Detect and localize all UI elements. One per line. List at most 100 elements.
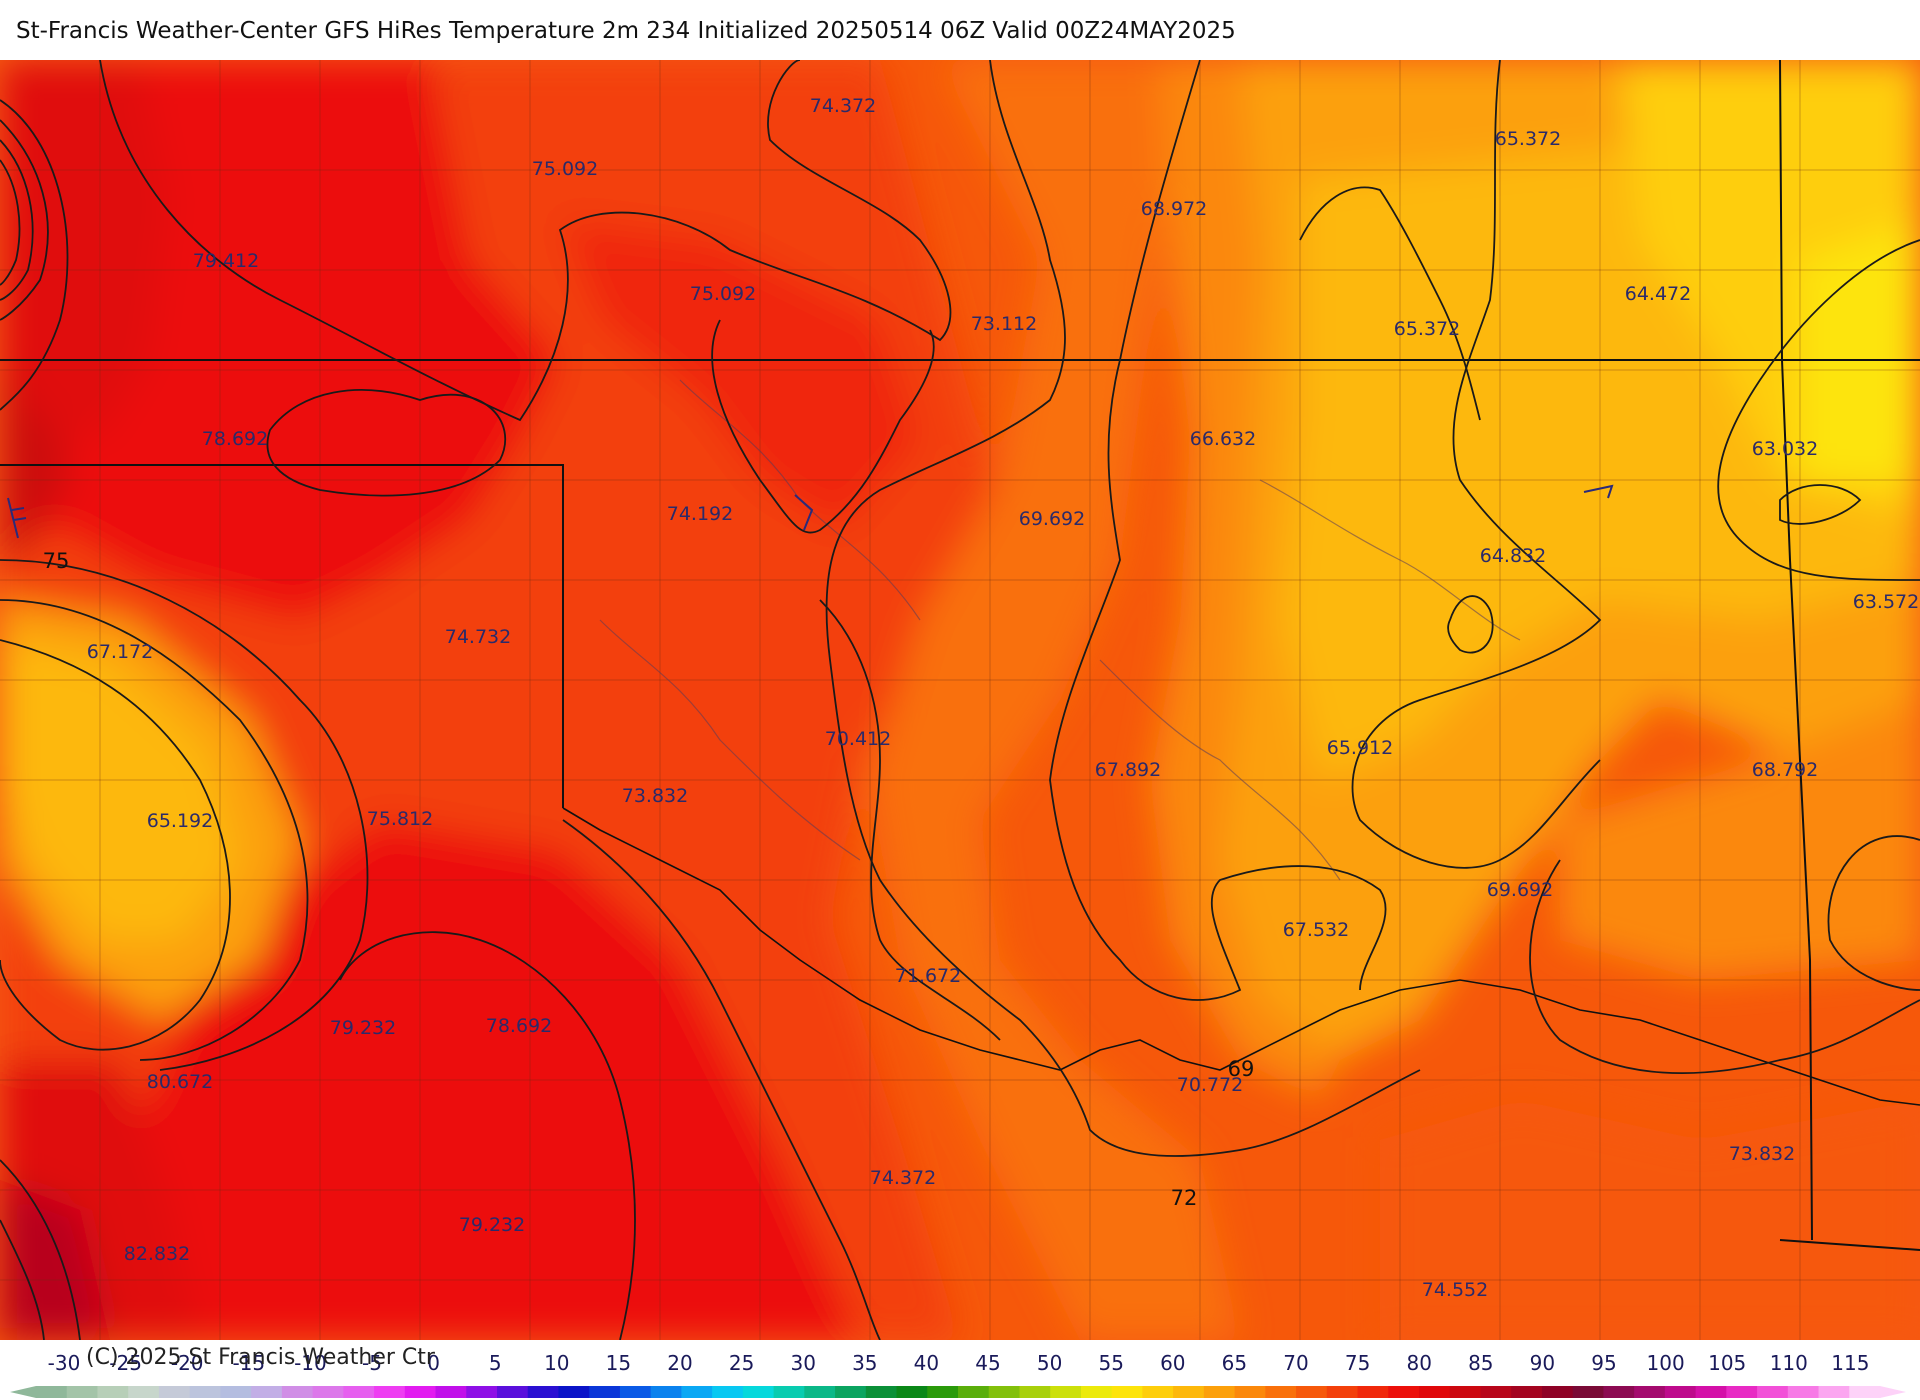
isotherm-small-loop: [1447, 595, 1494, 654]
temp-value-label: 73.832: [1729, 1143, 1795, 1165]
isotherm-66: [1351, 60, 1602, 869]
temp-value-label: 64.832: [1480, 545, 1546, 567]
isotherm-south-1: [562, 819, 881, 1340]
isotherm-nw-tight-4: [0, 99, 69, 411]
legend-swatch: [1296, 1386, 1328, 1398]
legend-swatch: [497, 1386, 529, 1398]
legend-swatch: [988, 1386, 1021, 1398]
temp-zone-bright-red-north: [560, 220, 920, 530]
isotherm-ne-2: [1779, 484, 1862, 525]
legend-tick-label: 115: [1831, 1351, 1869, 1375]
legend-tick-label: 10: [544, 1351, 569, 1375]
legend-swatch: [1603, 1386, 1635, 1398]
title-bar: St-Francis Weather-Center GFS HiRes Temp…: [0, 0, 1920, 60]
isotherm-value-label: 72: [1171, 1186, 1198, 1210]
temp-zone-orange: [870, 60, 1240, 1340]
temp-zone-far-west-hottest: [0, 1180, 110, 1340]
legend-swatch: [773, 1386, 805, 1398]
legend-swatch: [1080, 1386, 1113, 1398]
isotherm-central-south: [819, 599, 1001, 1041]
legend-swatch: [1111, 1386, 1143, 1398]
map-title: St-Francis Weather-Center GFS HiRes Temp…: [16, 18, 1236, 44]
isotherms: [0, 60, 1920, 1340]
legend-swatch: [1726, 1386, 1758, 1398]
legend-tick-label: 30: [790, 1351, 815, 1375]
temp-value-label: 68.972: [1141, 198, 1207, 220]
temp-value-label: 74.732: [445, 626, 511, 648]
temp-value-label: 74.372: [810, 95, 876, 117]
legend-swatch: [1664, 1386, 1697, 1398]
legend-tick-label: 90: [1530, 1351, 1555, 1375]
temp-value-label: 69.692: [1487, 879, 1553, 901]
legend-tick-label: -20: [171, 1351, 204, 1375]
map-panel: 74.372 75.092 79.412 75.092 68.972 65.372 73.1…: [0, 60, 1920, 1340]
temp-value-label: 65.372: [1495, 128, 1561, 150]
legend-swatch: [128, 1386, 160, 1398]
legend-swatch: [404, 1386, 437, 1398]
legend-tick-label: 20: [667, 1351, 692, 1375]
temperature-map: 74.372 75.092 79.412 75.092 68.972 65.372 73.1…: [0, 60, 1920, 1340]
arkansas-east-border: [1779, 1239, 1920, 1251]
river-3: [1259, 479, 1521, 641]
legend-swatch: [281, 1386, 314, 1398]
temp-value-label: 74.552: [1422, 1279, 1488, 1301]
isotherm-ne-1: [1717, 239, 1920, 581]
legend-tick-labels: -30 -25 -20 -15 -10 -5 0 5 10 15 20 25 30 35 40 45 50 55 6…: [48, 1351, 1870, 1375]
temp-value-label: 73.832: [622, 785, 688, 807]
legend-swatch: [589, 1386, 621, 1398]
isotherm-nw-tight-1: [0, 119, 49, 321]
legend-swatch: [466, 1386, 498, 1398]
legend-swatch: [804, 1386, 836, 1398]
contour-labels: 75 69 72: [43, 549, 1255, 1210]
temp-value-label: 67.892: [1095, 759, 1161, 781]
legend-swatch: [1203, 1386, 1236, 1398]
legend-tick-label: -25: [109, 1351, 142, 1375]
legend-tick-label: 100: [1647, 1351, 1685, 1375]
isotherm-69: [1049, 60, 1387, 1001]
copyright-notice: (C) 2025 St Francis Weather Ctr: [86, 1345, 435, 1370]
legend-arrow-left: [10, 1386, 36, 1398]
isotherm-nw-tight-2: [0, 139, 34, 301]
legend-swatch: [1757, 1386, 1789, 1398]
isotherm-se-2: [1827, 835, 1920, 991]
legend-tick-label: 110: [1770, 1351, 1808, 1375]
temp-zone-west-cooler: [0, 640, 240, 940]
isotherm-west-3: [0, 559, 369, 1071]
legend-swatch: [958, 1386, 990, 1398]
color-legend: -30 -25 -20 -15 -10 -5 0 5 10 15 20 25 30 35 40 45 50 55 6…: [0, 1340, 1920, 1400]
legend-swatch: [835, 1386, 867, 1398]
isotherm-72: [825, 60, 1421, 1157]
temp-value-label: 65.372: [1394, 318, 1460, 340]
legend-swatch: [1449, 1386, 1482, 1398]
river-4: [599, 619, 861, 861]
legend-swatch: [1511, 1386, 1543, 1398]
temp-value-label: 75.092: [690, 283, 756, 305]
isotherm-north-loop: [266, 389, 507, 497]
legend-tick-label: 40: [914, 1351, 939, 1375]
legend-tick-label: 35: [852, 1351, 877, 1375]
legend-arrow-right: [1880, 1386, 1906, 1398]
temp-value-label: 65.192: [147, 810, 213, 832]
temp-value-label: 78.692: [486, 1015, 552, 1037]
legend-swatch: [1634, 1386, 1666, 1398]
temp-value-label: 71.672: [895, 965, 961, 987]
legend-swatch: [865, 1386, 898, 1398]
value-labels: 74.372 75.092 79.412 75.092 68.972 65.372 73.1…: [87, 95, 1919, 1301]
legend-swatch: [1541, 1386, 1574, 1398]
temp-value-label: 65.912: [1327, 737, 1393, 759]
legend-tick-label: -10: [294, 1351, 327, 1375]
temp-value-label: 66.632: [1190, 428, 1256, 450]
legend-swatch: [1849, 1386, 1881, 1398]
legend-swatch: [36, 1386, 68, 1398]
temp-value-label: 74.372: [870, 1167, 936, 1189]
legend-swatch: [1480, 1386, 1512, 1398]
legend-swatch: [1234, 1386, 1266, 1398]
legend-swatch: [312, 1386, 344, 1398]
legend-swatch: [251, 1386, 283, 1398]
temp-value-label: 79.232: [459, 1214, 525, 1236]
county-lines-horizontal: [0, 169, 1920, 1281]
wind-barb-1: [794, 494, 814, 531]
isotherm-nw-tight-3: [0, 159, 21, 286]
isotherm-west-1: [0, 639, 231, 1051]
temp-value-label: 67.532: [1283, 919, 1349, 941]
